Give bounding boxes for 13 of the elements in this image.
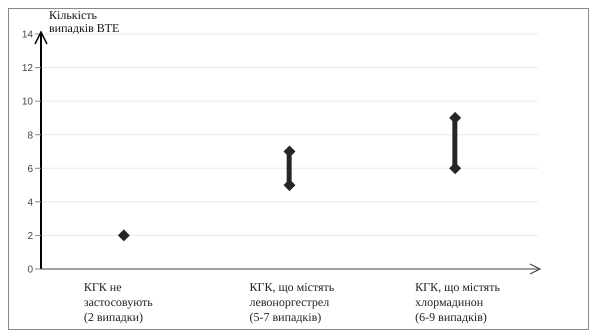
point	[118, 229, 130, 242]
y-tick-label: 12	[22, 63, 34, 74]
y-tick-label: 6	[27, 164, 34, 175]
y-tick-label: 14	[22, 30, 34, 41]
x-tick-label: КГК, що містять хлормадинон (6-9 випадків)	[415, 280, 500, 324]
y-tick-label: 10	[22, 96, 34, 108]
y-tick-label: 4	[27, 197, 34, 208]
x-tick-label: КГК не застосовують (2 випадки)	[84, 280, 154, 324]
y-tick-label: 0	[27, 264, 34, 276]
y-tick-label: 2	[27, 230, 34, 242]
y-axis-title: Кількість випадків ВТЕ	[49, 8, 120, 35]
x-tick-label: КГК, що містять левоноргестрел (5-7 випадків)	[250, 280, 335, 324]
y-tick-label: 8	[27, 130, 34, 142]
